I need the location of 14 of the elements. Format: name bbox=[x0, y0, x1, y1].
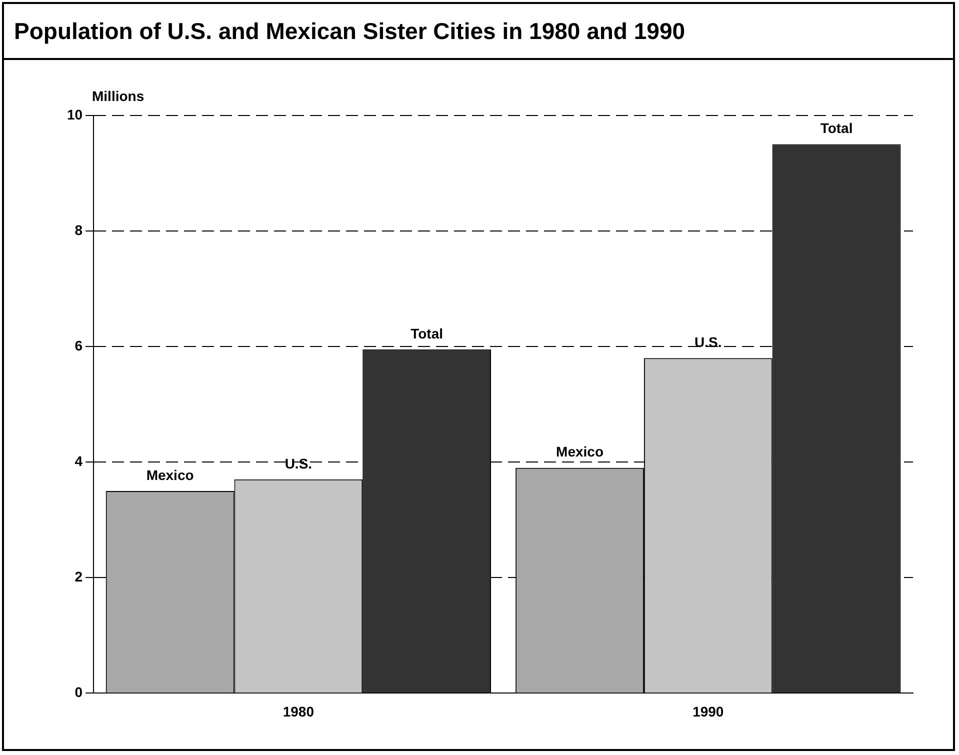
text: Mexico bbox=[556, 444, 604, 460]
y-tick-label: 6 bbox=[74, 337, 83, 354]
text: Total bbox=[410, 325, 444, 342]
y-tick-label: 2 bbox=[74, 568, 83, 584]
y-tick-label: 10 bbox=[66, 106, 83, 122]
series-label: Mexico bbox=[146, 466, 194, 483]
chart-title: Population of U.S. and Mexican Sister Cities in 1980 and 1990 bbox=[4, 4, 953, 60]
x-tick-label: 1980 bbox=[282, 703, 314, 720]
series-label: Total bbox=[820, 120, 853, 136]
y-axis-title: Millions bbox=[92, 88, 144, 104]
x-tick-label: 1990 bbox=[692, 703, 724, 720]
y-tick-label: 8 bbox=[74, 222, 83, 238]
y-tick-label: 4 bbox=[74, 452, 83, 469]
y-tick-label: 0 bbox=[74, 684, 83, 700]
